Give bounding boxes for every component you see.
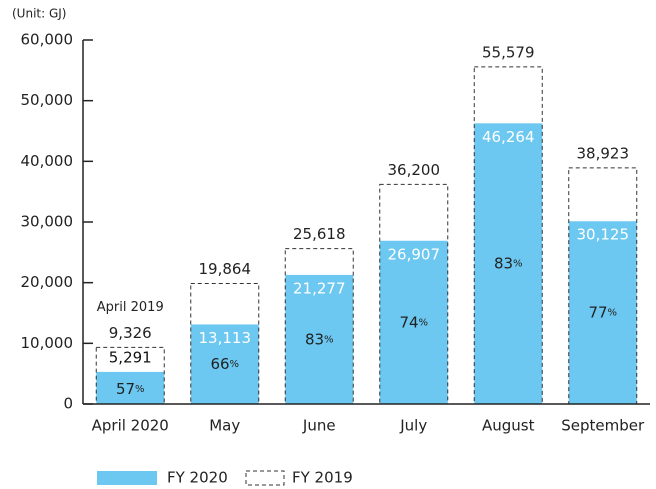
value-label-fy2019: 55,579 <box>482 43 535 61</box>
legend-label: FY 2019 <box>292 469 353 487</box>
value-label-fy2019: 38,923 <box>577 144 630 162</box>
value-label-fy2020: 46,264 <box>482 128 535 146</box>
ratio-label: 66% <box>210 355 239 373</box>
bar-fy2020 <box>285 274 354 404</box>
ratio-label: 77% <box>588 303 617 321</box>
y-tick-label: 60,000 <box>21 31 74 49</box>
ratio-label: 83% <box>305 330 334 348</box>
value-label-fy2020: 5,291 <box>109 348 152 366</box>
value-label-fy2020: 26,907 <box>388 245 441 263</box>
value-label-fy2020: 13,113 <box>199 329 252 347</box>
ratio-value: 66 <box>210 355 229 373</box>
value-label-fy2019: 25,618 <box>293 225 346 243</box>
bar-fy2019 <box>379 183 449 405</box>
ratio-unit: % <box>608 308 618 319</box>
ratio-value: 57 <box>116 379 135 397</box>
unit-label: (Unit: GJ) <box>12 7 67 21</box>
ratio-unit: % <box>135 384 145 395</box>
ratio-unit: % <box>513 259 523 270</box>
bar-fy2019 <box>95 346 165 405</box>
bar-fy2020 <box>568 221 637 404</box>
value-label-fy2019: 36,200 <box>388 161 441 179</box>
x-tick-label: May <box>209 417 240 435</box>
legend-swatch <box>245 470 285 486</box>
bar-fy2019 <box>190 282 260 405</box>
ratio-value: 83 <box>305 330 324 348</box>
ratio-value: 77 <box>588 303 607 321</box>
ratio-unit: % <box>324 334 334 345</box>
x-tick-label: September <box>561 417 645 435</box>
y-tick-label: 40,000 <box>21 152 74 170</box>
ratio-label: 57% <box>116 379 145 397</box>
y-tick-label: 10,000 <box>21 334 74 352</box>
value-label-fy2019: 19,864 <box>199 260 252 278</box>
y-tick-label: 20,000 <box>21 273 74 291</box>
bar-fy2020 <box>474 123 543 405</box>
bar-fy2020 <box>379 240 448 404</box>
ratio-unit: % <box>230 359 240 370</box>
ratio-label: 74% <box>399 313 428 331</box>
y-tick-label: 50,000 <box>21 91 74 109</box>
value-label-fy2020: 30,125 <box>577 226 630 244</box>
ratio-label: 83% <box>494 254 523 272</box>
value-label-fy2020: 21,277 <box>293 279 346 297</box>
value-label-fy2019: 9,326 <box>109 324 152 342</box>
legend-label: FY 2020 <box>167 469 228 487</box>
x-tick-label: July <box>399 417 427 435</box>
bar-fy2020 <box>96 371 165 404</box>
ratio-value: 83 <box>494 254 513 272</box>
bar-fy2020 <box>190 324 259 404</box>
x-tick-label: June <box>302 417 336 435</box>
annotation: April 2019 <box>97 300 164 315</box>
x-tick-label: August <box>482 417 535 435</box>
legend-swatch <box>97 471 157 485</box>
x-tick-label: April 2020 <box>92 417 169 435</box>
ratio-unit: % <box>419 317 429 328</box>
ratio-value: 74 <box>399 313 418 331</box>
y-tick-label: 0 <box>63 395 73 413</box>
y-tick-label: 30,000 <box>21 213 74 231</box>
